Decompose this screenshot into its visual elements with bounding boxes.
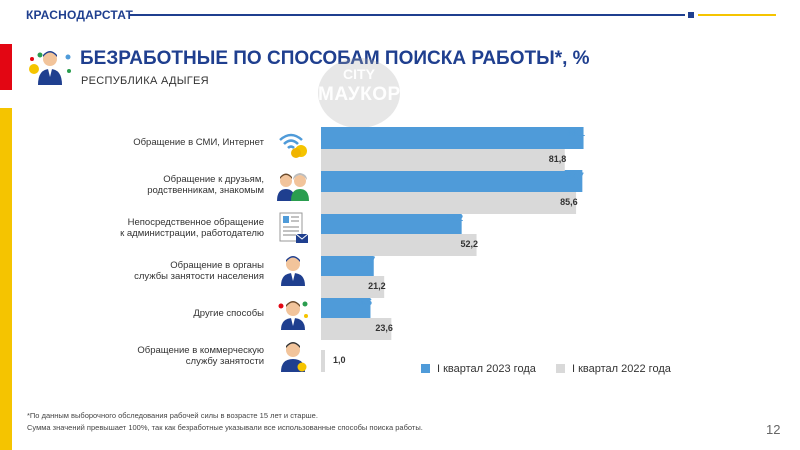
watermark-line2: МАУКОР: [318, 84, 401, 105]
bar-2022: [321, 149, 565, 171]
bar-2023: [321, 212, 462, 234]
data-label: 88,1: [568, 128, 586, 138]
bar-2023: [321, 127, 584, 149]
bar-2022: [321, 276, 385, 298]
page-subtitle: РЕСПУБЛИКА АДЫГЕЯ: [81, 75, 209, 87]
legend-item-2023: I квартал 2023 года: [421, 363, 536, 375]
bar-2023: [321, 254, 374, 276]
data-label: 21,2: [368, 281, 386, 291]
category-label: Обращение в органы службы занятости насел…: [134, 260, 264, 282]
footnote: Сумма значений превышает 100%, так как б…: [27, 423, 423, 432]
watermark-line1: CITY: [343, 66, 375, 82]
data-label: 1,0: [333, 355, 346, 365]
wifi-coins-icon: [279, 133, 307, 158]
category-label: Другие способы: [193, 308, 264, 319]
page-number: 12: [766, 422, 781, 437]
legend-label: I квартал 2022 года: [572, 363, 671, 375]
header-rule: [130, 14, 685, 16]
side-accent-red: [0, 44, 12, 90]
unemployed-person-icon: [29, 51, 71, 85]
bar-2023: [321, 296, 371, 318]
bar-2022: [321, 234, 477, 256]
person-icon: [281, 256, 305, 286]
footnote: *По данным выборочного обследования рабо…: [27, 411, 318, 420]
legend-swatch: [421, 364, 430, 373]
bar-2022: [321, 350, 325, 372]
watermark: CITY МАУКОР: [318, 58, 400, 128]
person-icon: [278, 301, 308, 330]
header-square: [688, 12, 694, 18]
category-label: Обращение в коммерческую службу занятости: [137, 345, 264, 367]
data-label: 47,2: [446, 213, 464, 223]
bar-2022: [321, 318, 392, 340]
category-label: Обращение в СМИ, Интернет: [133, 137, 264, 148]
side-accent-yellow: [0, 108, 12, 450]
bar-2022: [321, 192, 577, 214]
data-label: 17,7: [358, 255, 376, 265]
data-label: 81,8: [549, 154, 567, 164]
page-title: БЕЗРАБОТНЫЕ ПО СПОСОБАМ ПОИСКА РАБОТЫ*, …: [80, 48, 590, 69]
data-label: 16,6: [354, 297, 372, 307]
data-label: 87,7: [566, 171, 584, 181]
friends-icon: [277, 173, 309, 201]
category-label: Обращение к друзьям, родственникам, знако…: [147, 174, 264, 196]
resume-icon: [279, 212, 309, 243]
bar-2023: [321, 170, 583, 192]
header-rule-accent: [698, 14, 776, 16]
legend-swatch: [556, 364, 565, 373]
data-label: 52,2: [461, 239, 479, 249]
category-label: Непосредственное обращение к администраци…: [120, 217, 264, 239]
person-icon: [281, 342, 307, 372]
legend-item-2022: I квартал 2022 года: [556, 363, 671, 375]
data-label: 85,6: [560, 197, 578, 207]
data-label: 23,6: [375, 323, 393, 333]
legend-label: I квартал 2023 года: [437, 363, 536, 375]
brand-title: КРАСНОДАРСТАТ: [26, 8, 134, 22]
